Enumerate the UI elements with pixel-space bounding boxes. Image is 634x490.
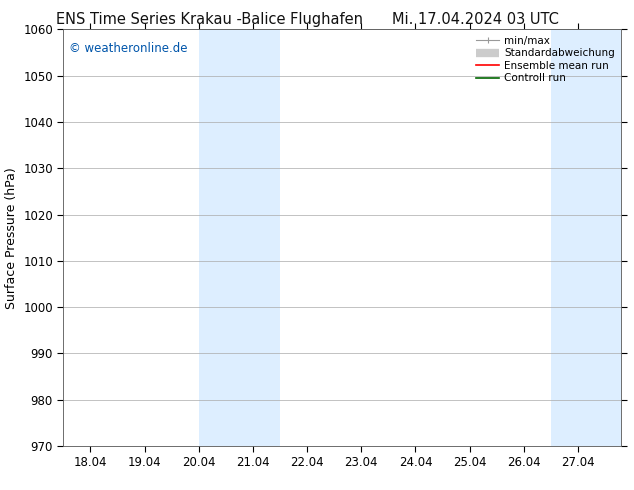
Text: Mi. 17.04.2024 03 UTC: Mi. 17.04.2024 03 UTC — [392, 12, 559, 27]
Y-axis label: Surface Pressure (hPa): Surface Pressure (hPa) — [4, 167, 18, 309]
Bar — [199, 29, 280, 446]
Legend: min/max, Standardabweichung, Ensemble mean run, Controll run: min/max, Standardabweichung, Ensemble me… — [472, 31, 619, 88]
Text: ENS Time Series Krakau -Balice Flughafen: ENS Time Series Krakau -Balice Flughafen — [56, 12, 363, 27]
Text: © weatheronline.de: © weatheronline.de — [69, 42, 188, 55]
Bar — [551, 29, 621, 446]
